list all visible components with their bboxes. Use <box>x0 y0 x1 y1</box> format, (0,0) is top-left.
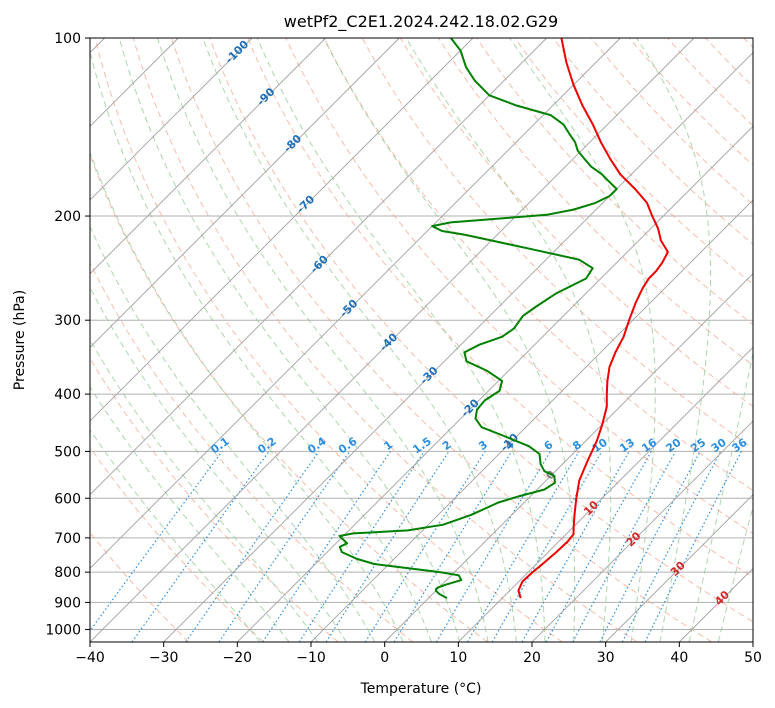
moist-adiabat-line <box>90 50 432 642</box>
dry-adiabat-line <box>90 357 339 642</box>
dry-adiabat-line <box>170 38 712 642</box>
isotherm-line <box>163 52 753 642</box>
moist-adiabat-line <box>405 38 612 642</box>
mixing-ratio-line <box>185 451 320 642</box>
dry-adiabat-line <box>90 446 264 642</box>
isotherm-line <box>384 273 753 642</box>
y-tick-label: 700 <box>54 531 81 547</box>
isotherm-line <box>90 38 621 569</box>
moist-adiabat-line <box>688 350 753 642</box>
x-tick-label: 30 <box>597 650 615 666</box>
isotherms <box>90 38 753 642</box>
isotherm-line <box>90 38 326 275</box>
x-tick-label: −10 <box>296 650 326 666</box>
mixing-ratio-line <box>298 451 425 642</box>
dry-adiabats <box>90 38 753 642</box>
y-tick-label: 1000 <box>45 622 81 638</box>
x-axis-label: Temperature (°C) <box>360 681 482 697</box>
y-axis-ticks: 100 200 300 400 500 600 700 800 900 1000 <box>45 31 90 638</box>
moist-adiabat-line <box>90 339 319 642</box>
y-tick-label: 400 <box>54 387 81 403</box>
moist-adiabat-line <box>90 225 376 642</box>
y-tick-label: 800 <box>54 565 81 581</box>
moist-adiabat-line <box>202 38 517 642</box>
moist-adiabat-line <box>90 286 347 642</box>
mixing-ratio-line <box>262 451 391 642</box>
y-tick-label: 300 <box>54 313 81 329</box>
isotherm-line <box>237 125 753 642</box>
dry-adiabat-line <box>476 38 753 326</box>
x-tick-label: 20 <box>523 650 541 666</box>
moist-adiabat-line <box>636 38 712 642</box>
mixing-ratio-line <box>90 451 223 632</box>
moist-adiabats <box>90 38 753 642</box>
dry-adiabat-line <box>132 38 638 642</box>
x-tick-label: 10 <box>449 650 467 666</box>
isotherm-line <box>90 38 400 348</box>
moist-adiabat-line <box>90 150 404 642</box>
mixing-ratio-line <box>521 451 630 642</box>
isotherm-line <box>90 38 474 422</box>
dry-adiabat-line <box>323 38 753 492</box>
x-axis-ticks: −40 −30 −20 −10 0 10 20 30 40 50 <box>75 642 762 666</box>
y-tick-label: 200 <box>54 209 81 225</box>
mixing-ratio-line <box>572 451 677 642</box>
y-tick-label: 100 <box>54 31 81 47</box>
mixing-ratio-line <box>545 451 652 642</box>
isotherm-line <box>605 494 753 642</box>
plot-frame <box>89 37 754 643</box>
dry-adiabat-line <box>94 38 563 642</box>
dry-adiabat-line <box>514 38 753 285</box>
x-tick-label: −40 <box>75 650 105 666</box>
moist-adiabat-line <box>717 504 753 642</box>
isotherm-line <box>531 420 753 642</box>
moist-adiabat-line <box>90 428 261 642</box>
mixing-ratio-lines <box>90 451 743 642</box>
mixing-ratio-line <box>644 451 743 642</box>
isotherm-line <box>90 38 547 496</box>
moist-adiabat-line <box>256 38 546 642</box>
isotherm-line <box>458 346 753 642</box>
y-tick-label: 500 <box>54 444 81 460</box>
x-tick-label: 50 <box>744 650 762 666</box>
x-tick-label: −20 <box>223 650 253 666</box>
y-tick-label: 900 <box>54 595 81 611</box>
dewpoint-profile-line <box>338 38 618 599</box>
y-tick-label: 600 <box>54 491 81 507</box>
mixing-ratio-line <box>393 451 513 642</box>
dry-adiabat-line <box>247 38 753 578</box>
moist-adiabat-line <box>118 38 461 642</box>
mixing-ratio-line <box>218 451 351 642</box>
dry-adiabat-line <box>285 38 753 535</box>
x-tick-label: 0 <box>380 650 389 666</box>
isotherm-line <box>90 38 253 201</box>
chart-title: wetPf2_C2E1.2024.242.18.02.G29 <box>284 12 558 32</box>
y-axis-label: Pressure (hPa) <box>12 290 28 390</box>
temperature-profile-line <box>517 38 669 599</box>
x-tick-label: −30 <box>149 650 179 666</box>
dry-adiabat-line <box>90 261 414 642</box>
moist-adiabat-line <box>157 38 489 642</box>
dry-adiabat-line <box>209 38 753 623</box>
sounding-profiles <box>338 38 669 599</box>
moist-adiabat-line <box>90 385 290 642</box>
moist-adiabat-line <box>509 38 656 642</box>
mixing-ratio-line <box>621 451 722 642</box>
isotherm-line <box>310 199 753 642</box>
x-tick-label: 40 <box>670 650 688 666</box>
isotherm-line <box>90 38 695 642</box>
